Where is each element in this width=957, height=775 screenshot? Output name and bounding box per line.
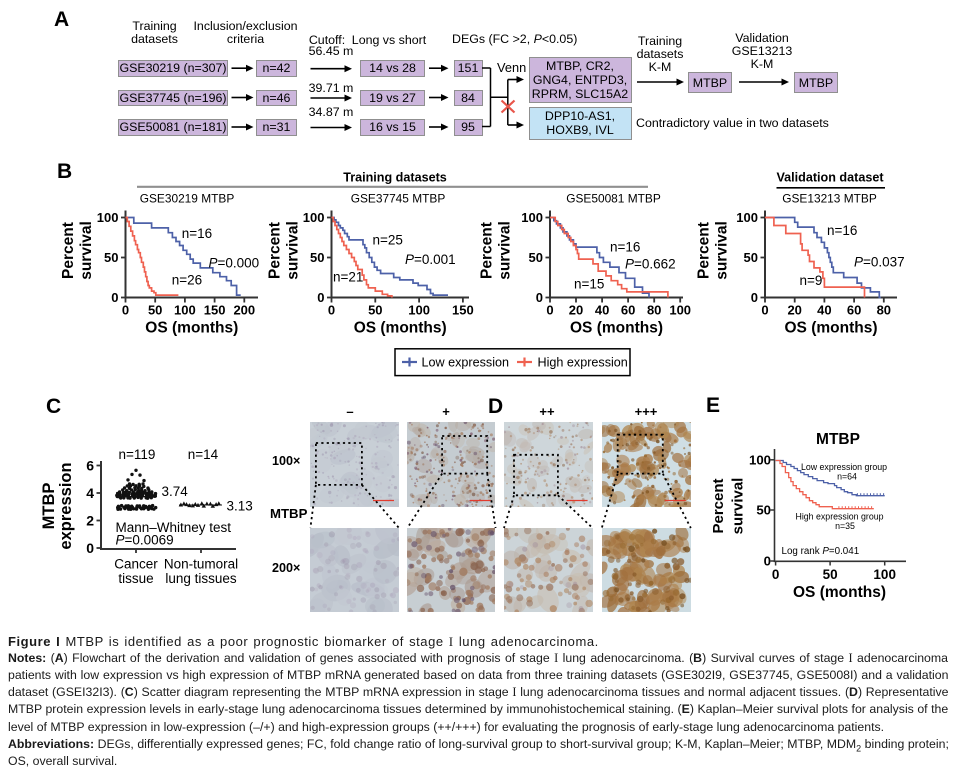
svg-text:survival: survival xyxy=(497,221,514,280)
svg-text:n=16: n=16 xyxy=(827,223,857,238)
svg-text:150: 150 xyxy=(204,303,226,318)
svg-text:60: 60 xyxy=(621,303,635,318)
svg-text:200: 200 xyxy=(233,303,255,318)
svg-text:0: 0 xyxy=(122,303,129,318)
svg-text:50: 50 xyxy=(104,250,118,265)
svg-text:expression: expression xyxy=(57,462,75,549)
svg-text:0: 0 xyxy=(536,290,543,305)
svg-text:3.13: 3.13 xyxy=(227,499,253,514)
svg-text:n=14: n=14 xyxy=(188,447,219,462)
svg-text:6: 6 xyxy=(86,458,94,474)
svg-text:100: 100 xyxy=(749,452,771,467)
svg-text:2: 2 xyxy=(86,513,94,529)
svg-text:40: 40 xyxy=(595,303,609,318)
svg-text:High expression: High expression xyxy=(538,356,628,370)
svg-text:tissue: tissue xyxy=(118,571,153,586)
svg-text:60: 60 xyxy=(847,303,861,318)
svg-text:n=9: n=9 xyxy=(800,273,823,288)
svg-text:Log rank P=0.041: Log rank P=0.041 xyxy=(782,546,860,557)
svg-text:100: 100 xyxy=(97,210,119,225)
svg-text:survival: survival xyxy=(285,221,302,280)
svg-text:50: 50 xyxy=(368,303,382,318)
svg-text:100: 100 xyxy=(408,303,430,318)
svg-text:n=21: n=21 xyxy=(333,270,363,285)
svg-text:20: 20 xyxy=(569,303,583,318)
svg-text:20: 20 xyxy=(787,303,801,318)
svg-text:100: 100 xyxy=(303,210,325,225)
svg-text:Training datasets: Training datasets xyxy=(343,171,447,185)
svg-text:OS (months): OS (months) xyxy=(785,320,878,337)
svg-text:0: 0 xyxy=(328,303,335,318)
svg-text:MTBP: MTBP xyxy=(40,483,58,530)
svg-text:0: 0 xyxy=(546,303,553,318)
svg-text:0: 0 xyxy=(86,540,94,556)
svg-text:P=0.0069: P=0.0069 xyxy=(116,533,174,548)
svg-text:n=16: n=16 xyxy=(610,240,640,255)
svg-text:GSE30219 MTBP: GSE30219 MTBP xyxy=(140,192,235,206)
svg-text:0: 0 xyxy=(111,290,118,305)
svg-text:Percent: Percent xyxy=(267,222,284,279)
svg-text:n=16: n=16 xyxy=(182,226,212,241)
svg-text:Percent: Percent xyxy=(710,478,727,533)
svg-text:0: 0 xyxy=(772,567,780,582)
svg-text:P=0.001: P=0.001 xyxy=(405,252,456,267)
svg-text:50: 50 xyxy=(529,250,543,265)
svg-text:150: 150 xyxy=(452,303,474,318)
svg-text:80: 80 xyxy=(877,303,891,318)
svg-text:High expression group: High expression group xyxy=(795,512,883,522)
svg-text:50: 50 xyxy=(148,303,162,318)
svg-text:OS (months): OS (months) xyxy=(354,320,447,337)
svg-text:survival: survival xyxy=(714,221,731,280)
svg-text:50: 50 xyxy=(744,250,758,265)
svg-text:80: 80 xyxy=(647,303,661,318)
svg-text:0: 0 xyxy=(317,290,324,305)
svg-text:50: 50 xyxy=(823,567,838,582)
svg-text:40: 40 xyxy=(817,303,831,318)
svg-text:n=25: n=25 xyxy=(373,233,403,248)
svg-text:100: 100 xyxy=(174,303,196,318)
svg-text:100: 100 xyxy=(736,210,758,225)
svg-text:Non-tumoral: Non-tumoral xyxy=(164,557,238,572)
svg-text:lung tissues: lung tissues xyxy=(165,571,237,586)
svg-text:4: 4 xyxy=(86,485,94,501)
svg-text:Percent: Percent xyxy=(60,222,77,279)
svg-text:P=0.662: P=0.662 xyxy=(625,257,676,272)
svg-text:Low expression group: Low expression group xyxy=(801,462,887,472)
svg-text:50: 50 xyxy=(310,250,324,265)
svg-text:50: 50 xyxy=(756,503,771,518)
svg-text:0: 0 xyxy=(761,303,768,318)
svg-text:P=0.000: P=0.000 xyxy=(209,256,260,271)
svg-text:100: 100 xyxy=(521,210,543,225)
svg-text:Percent: Percent xyxy=(696,222,713,279)
svg-text:100: 100 xyxy=(873,567,896,582)
svg-text:3.74: 3.74 xyxy=(162,484,189,499)
svg-text:Validation dataset: Validation dataset xyxy=(776,171,884,185)
svg-text:Low expression: Low expression xyxy=(422,356,510,370)
svg-text:n=26: n=26 xyxy=(172,273,202,288)
svg-text:MTBP: MTBP xyxy=(816,431,860,448)
svg-text:100: 100 xyxy=(669,303,691,318)
svg-text:GSE13213 MTBP: GSE13213 MTBP xyxy=(782,192,877,206)
svg-text:n=15: n=15 xyxy=(574,277,604,292)
svg-text:0: 0 xyxy=(751,290,758,305)
svg-text:GSE50081 MTBP: GSE50081 MTBP xyxy=(566,192,661,206)
svg-text:OS (months): OS (months) xyxy=(793,584,886,601)
svg-text:P=0.037: P=0.037 xyxy=(854,255,905,270)
svg-text:Percent: Percent xyxy=(479,222,496,279)
svg-text:Cancer: Cancer xyxy=(114,557,158,572)
svg-text:Mann–Whitney test: Mann–Whitney test xyxy=(116,520,232,535)
svg-text:survival: survival xyxy=(78,221,95,280)
svg-text:GSE37745 MTBP: GSE37745 MTBP xyxy=(351,192,446,206)
svg-text:n=35: n=35 xyxy=(835,521,855,531)
svg-text:survival: survival xyxy=(730,478,747,535)
svg-text:n=64: n=64 xyxy=(837,472,857,482)
svg-text:OS (months): OS (months) xyxy=(570,320,663,337)
svg-text:n=119: n=119 xyxy=(119,447,156,462)
svg-text:OS (months): OS (months) xyxy=(145,320,238,337)
svg-text:0: 0 xyxy=(764,554,771,569)
